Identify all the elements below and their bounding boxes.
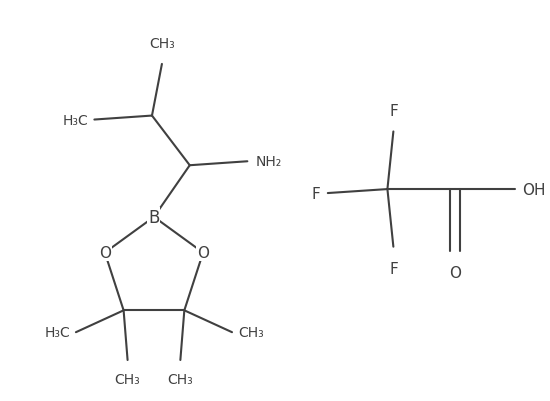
Text: CH₃: CH₃: [168, 372, 193, 386]
Text: H₃C: H₃C: [63, 113, 89, 127]
Text: CH₃: CH₃: [149, 37, 175, 51]
Text: F: F: [389, 261, 398, 276]
Text: F: F: [311, 186, 320, 201]
Text: CH₃: CH₃: [238, 325, 264, 339]
Text: NH₂: NH₂: [255, 155, 282, 169]
Text: O: O: [99, 245, 111, 260]
Text: CH₃: CH₃: [115, 372, 140, 386]
Text: F: F: [389, 103, 398, 118]
Text: O: O: [197, 245, 209, 260]
Text: OH: OH: [522, 182, 546, 197]
Text: H₃C: H₃C: [44, 325, 70, 339]
Text: B: B: [148, 209, 159, 226]
Text: O: O: [449, 265, 461, 280]
